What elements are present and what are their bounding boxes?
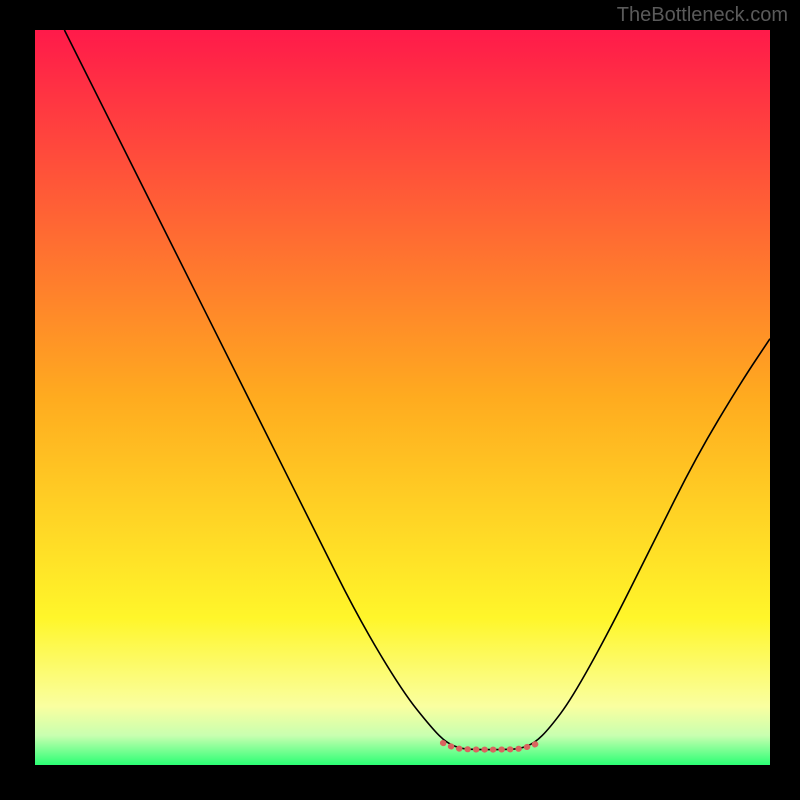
highlight-dotted-segment: [443, 743, 539, 750]
chart-plot-area: [35, 30, 770, 765]
chart-svg: [35, 30, 770, 765]
main-curve-line: [64, 30, 770, 750]
watermark: TheBottleneck.com: [617, 4, 788, 27]
